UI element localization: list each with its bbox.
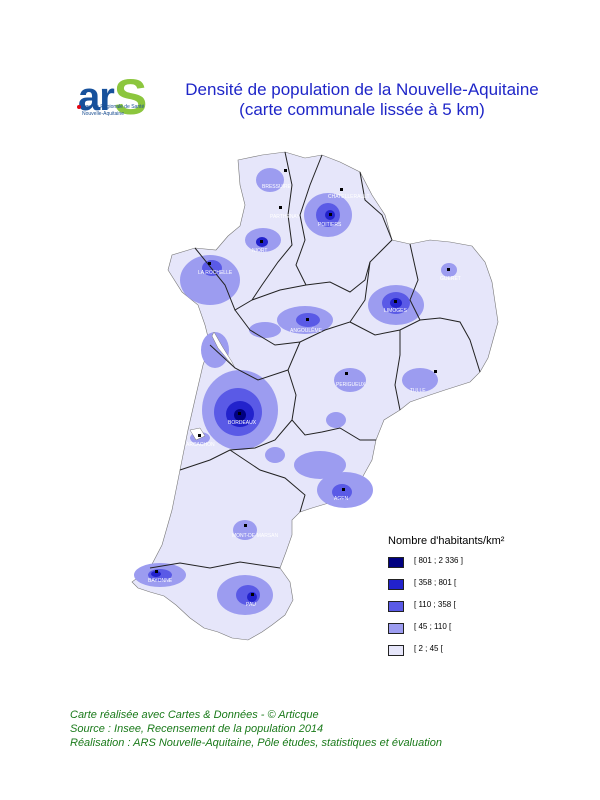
city-marker xyxy=(284,169,287,172)
city-label: ARCACHON xyxy=(186,442,215,448)
city-label: BRESSUIRE xyxy=(262,184,292,190)
city-label: PAU xyxy=(246,602,256,608)
department-borders xyxy=(149,151,481,569)
city-marker xyxy=(447,268,450,271)
city-marker xyxy=(434,370,437,373)
legend-item: [ 110 ; 358 [ xyxy=(388,600,504,623)
city-marker xyxy=(342,488,345,491)
city-label: PERIGUEUX xyxy=(336,382,366,388)
legend-label: [ 45 ; 110 [ xyxy=(414,622,452,631)
legend-item: [ 2 ; 45 [ xyxy=(388,644,504,667)
ars-logo: arS Agence Régionale de Santé Nouvelle-A… xyxy=(77,69,170,125)
legend-label: [ 801 ; 2 336 ] xyxy=(414,556,463,565)
map-title: Densité de population de la Nouvelle-Aqu… xyxy=(162,80,562,120)
city-marker xyxy=(251,593,254,596)
legend-item: [ 801 ; 2 336 ] xyxy=(388,556,504,579)
credits-line: Réalisation : ARS Nouvelle-Aquitaine, Pô… xyxy=(70,737,442,749)
logo-dot-icon xyxy=(77,105,81,109)
logo-region: Nouvelle-Aquitaine xyxy=(82,111,124,117)
legend-label: [ 358 ; 801 [ xyxy=(414,578,457,587)
city-marker xyxy=(198,434,201,437)
city-label: BORDEAUX xyxy=(228,420,257,426)
legend-swatch xyxy=(388,557,404,568)
credits-line: Carte réalisée avec Cartes & Données - ©… xyxy=(70,709,319,721)
city-label: NIORT xyxy=(252,248,267,254)
city-marker xyxy=(238,412,241,415)
legend-item: [ 358 ; 801 [ xyxy=(388,578,504,601)
legend-swatch xyxy=(388,645,404,656)
legend-label: [ 2 ; 45 [ xyxy=(414,644,443,653)
city-label: ANGOULÊME xyxy=(290,326,323,334)
logo-wordmark: arS xyxy=(78,69,147,125)
city-label: BAYONNE xyxy=(148,578,173,584)
credits-line: Source : Insee, Recensement de la popula… xyxy=(70,723,324,735)
gironde-estuary xyxy=(211,331,236,369)
city-marker xyxy=(329,213,332,216)
legend-swatch xyxy=(388,623,404,634)
legend-swatch xyxy=(388,601,404,612)
city-label: GUERET xyxy=(440,276,461,282)
legend-item: [ 45 ; 110 [ xyxy=(388,622,504,645)
city-marker xyxy=(345,372,348,375)
legend-swatch xyxy=(388,579,404,590)
arcachon-basin xyxy=(189,427,206,441)
city-marker xyxy=(260,240,263,243)
city-label: MONT-DE-MARSAN xyxy=(232,533,279,539)
city-markers: BRESSUIRE CHATELLERAULT PARTHENAY POITIE… xyxy=(148,169,461,608)
credits: Carte réalisée avec Cartes & Données - ©… xyxy=(70,708,442,750)
city-label: TULLE xyxy=(410,388,426,394)
city-label: PARTHENAY xyxy=(270,214,300,220)
city-marker xyxy=(306,318,309,321)
map-title-line2: (carte communale lissée à 5 km) xyxy=(239,100,485,119)
city-marker xyxy=(394,300,397,303)
city-marker xyxy=(340,188,343,191)
region-map: BRESSUIRE CHATELLERAULT PARTHENAY POITIE… xyxy=(131,151,499,641)
logo-subtitle: Agence Régionale de Santé xyxy=(82,104,145,110)
city-label: LA ROCHELLE xyxy=(198,270,233,276)
city-marker xyxy=(279,206,282,209)
legend: Nombre d'habitants/km² [ 801 ; 2 336 ] [… xyxy=(388,535,504,667)
legend-label: [ 110 ; 358 [ xyxy=(414,600,456,609)
city-marker xyxy=(244,524,247,527)
city-label: POITIERS xyxy=(318,222,342,228)
legend-title: Nombre d'habitants/km² xyxy=(388,535,505,547)
map-title-line1: Densité de population de la Nouvelle-Aqu… xyxy=(185,80,539,99)
city-label: AGEN xyxy=(334,496,349,502)
city-label: CHATELLERAULT xyxy=(328,194,370,200)
city-label: LIMOGES xyxy=(384,308,407,314)
city-marker xyxy=(208,262,211,265)
city-marker xyxy=(155,570,158,573)
